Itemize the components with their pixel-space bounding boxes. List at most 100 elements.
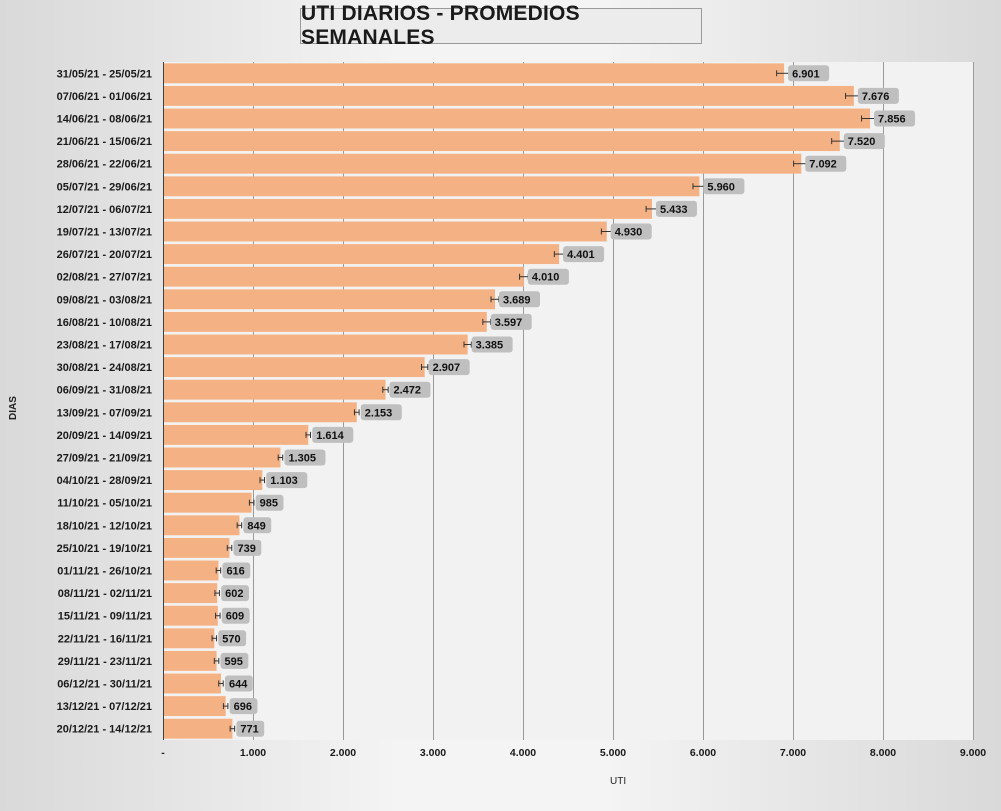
x-tick-label: 3.000	[420, 747, 446, 759]
data-label-box	[222, 562, 251, 579]
data-label-box	[229, 698, 258, 715]
category-label: 29/11/21 - 23/11/21	[58, 656, 152, 668]
bar	[163, 696, 226, 717]
category-label: 08/11/21 - 02/11/21	[58, 588, 152, 600]
data-label: 570	[222, 633, 240, 645]
category-label: 06/12/21 - 30/11/21	[57, 679, 152, 691]
data-label: 602	[225, 588, 243, 600]
data-label-box	[703, 178, 745, 195]
category-label: 05/07/21 - 29/06/21	[57, 181, 152, 193]
category-label: 09/08/21 - 03/08/21	[57, 294, 152, 306]
data-label: 7.520	[848, 136, 876, 148]
data-label: 5.960	[707, 181, 735, 193]
data-label: 4.401	[567, 249, 595, 261]
bar	[163, 583, 218, 604]
bar	[163, 311, 487, 332]
bar	[163, 379, 386, 400]
category-label: 04/10/21 - 28/09/21	[57, 475, 152, 487]
category-label: 28/06/21 - 22/06/21	[57, 159, 152, 171]
data-label: 6.901	[792, 68, 820, 80]
data-label-box	[874, 110, 916, 127]
category-label: 02/08/21 - 27/07/21	[57, 272, 152, 284]
data-label: 7.092	[809, 159, 837, 171]
bar	[163, 424, 309, 445]
category-label: 15/11/21 - 09/11/21	[58, 611, 152, 623]
chart-title: UTI DIARIOS - PROMEDIOS SEMANALES	[300, 2, 702, 49]
bar	[163, 244, 560, 265]
bar	[163, 605, 218, 626]
data-label-box	[243, 517, 272, 534]
data-label: 616	[226, 566, 244, 578]
data-label-box	[471, 336, 513, 353]
x-tick-label: 2.000	[330, 747, 356, 759]
data-label-box	[221, 585, 249, 602]
category-label: 13/12/21 - 07/12/21	[57, 701, 152, 713]
category-label: 11/10/21 - 05/10/21	[57, 498, 152, 510]
data-label: 3.385	[476, 340, 504, 352]
data-label: 5.433	[660, 204, 688, 216]
data-label-box	[224, 675, 253, 692]
data-label-box	[236, 720, 265, 737]
category-label: 30/08/21 - 24/08/21	[57, 362, 152, 374]
category-label: 21/06/21 - 15/06/21	[57, 136, 152, 148]
bar	[163, 221, 607, 242]
plot-area	[163, 62, 973, 740]
bar	[163, 492, 252, 513]
data-label-box	[221, 607, 250, 624]
data-label-box	[233, 539, 262, 556]
data-label: 3.597	[495, 317, 523, 329]
category-label: 13/09/21 - 07/09/21	[57, 407, 152, 419]
data-label-box	[428, 359, 470, 376]
bar	[163, 402, 357, 423]
data-label: 1.103	[270, 475, 298, 487]
data-label-box	[655, 200, 697, 217]
data-label-box	[788, 65, 830, 82]
data-label-box	[563, 246, 605, 263]
data-label: 3.689	[503, 294, 531, 306]
bar	[163, 537, 230, 558]
bar	[163, 334, 468, 355]
data-label-box	[255, 494, 284, 511]
bar	[163, 108, 871, 129]
data-label: 771	[240, 724, 258, 736]
bar	[163, 673, 221, 694]
x-tick-label: 1.000	[240, 747, 266, 759]
data-label-box	[312, 426, 354, 443]
x-tick-label: 5.000	[600, 747, 626, 759]
bar	[163, 198, 652, 219]
data-label: 1.614	[316, 430, 344, 442]
data-label: 7.856	[878, 114, 906, 126]
category-label: 07/06/21 - 01/06/21	[57, 91, 152, 103]
data-label-box	[266, 472, 308, 489]
data-label: 739	[238, 543, 256, 555]
data-label-box	[527, 268, 569, 285]
data-label: 7.676	[862, 91, 890, 103]
data-label-box	[805, 155, 847, 172]
bar	[163, 650, 217, 671]
data-label: 2.153	[365, 407, 393, 419]
x-axis-label: UTI	[610, 776, 627, 787]
x-tick-label: 6.000	[690, 747, 716, 759]
data-label-box	[857, 87, 899, 104]
category-label: 20/09/21 - 14/09/21	[57, 430, 152, 442]
data-label-box	[218, 630, 247, 647]
data-label: 849	[247, 520, 265, 532]
data-label-box	[389, 381, 431, 398]
bar	[163, 266, 524, 287]
bar	[163, 85, 854, 106]
bar	[163, 560, 219, 581]
bar	[163, 628, 215, 649]
data-label: 644	[229, 679, 248, 691]
bar	[163, 718, 233, 739]
category-label: 22/11/21 - 16/11/21	[58, 633, 152, 645]
category-label: 06/09/21 - 31/08/21	[57, 385, 152, 397]
x-tick-label: 4.000	[510, 747, 536, 759]
data-label: 4.010	[532, 272, 560, 284]
category-label: 31/05/21 - 25/05/21	[57, 68, 152, 80]
bar	[163, 289, 496, 310]
data-label: 2.472	[393, 385, 421, 397]
data-label-box	[220, 652, 249, 669]
data-label: 4.930	[615, 227, 643, 239]
category-label: 23/08/21 - 17/08/21	[57, 340, 152, 352]
